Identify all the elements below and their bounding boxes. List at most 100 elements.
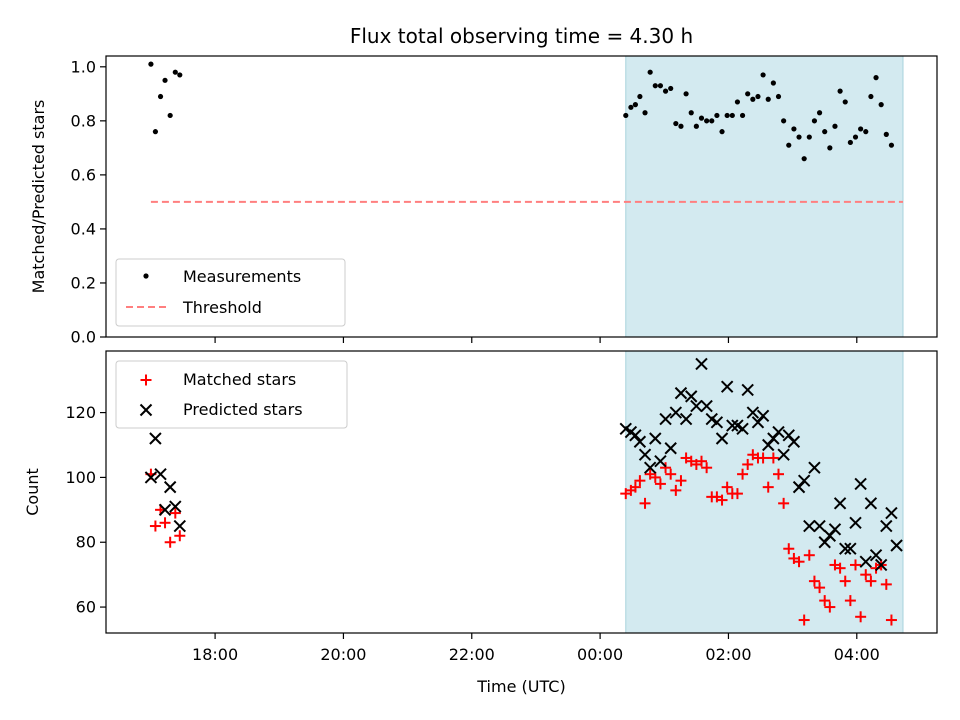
matched-star-point: [665, 468, 677, 480]
matched-star-point: [778, 497, 790, 509]
matched-star-point: [721, 481, 733, 493]
measurement-point: [673, 120, 679, 127]
measurement-point: [883, 131, 889, 137]
matched-star-point: [675, 475, 687, 487]
measurement-point: [765, 96, 771, 102]
measurement-point: [628, 104, 634, 110]
matched-star-point: [654, 478, 666, 490]
predicted-star-point: [654, 454, 667, 468]
predicted-star-point: [158, 503, 172, 517]
measurement-point: [739, 112, 746, 119]
predicted-star-point: [777, 448, 790, 461]
matched-star-point: [649, 471, 661, 483]
measurement-point: [662, 88, 669, 94]
matched-star-point: [731, 488, 743, 500]
matched-star-point: [634, 475, 646, 487]
x-tick-label: 00:00: [577, 645, 623, 664]
matched-star-point: [834, 562, 846, 574]
predicted-star-point: [772, 425, 785, 439]
y-tick-label: 60: [76, 598, 96, 617]
y-tick-label: 80: [76, 533, 96, 552]
measurement-point: [750, 96, 756, 102]
measurement-point: [683, 91, 689, 97]
x-axis-label: Time (UTC): [476, 677, 565, 696]
predicted-star-point: [839, 542, 852, 555]
predicted-star-point: [664, 442, 677, 455]
measurement-point: [888, 142, 895, 148]
predicted-star-point: [669, 406, 683, 419]
measurement-point: [688, 110, 694, 116]
bottom-x-axis-ticks: 18:00 20:00 22:00 00:00 02:00 04:00: [192, 633, 880, 664]
matched-star-point: [762, 481, 774, 493]
matched-star-point: [164, 536, 176, 548]
measurement-point: [745, 91, 751, 97]
measurement-point: [868, 93, 874, 100]
top-legend: Measurements Threshold: [115, 258, 346, 327]
measurement-point: [755, 93, 761, 100]
measurement-point: [847, 139, 853, 146]
matched-star-point: [639, 497, 651, 509]
y-tick-label: 0.2: [71, 273, 96, 292]
predicted-star-point: [649, 432, 662, 445]
measurement-point: [781, 118, 787, 124]
measurement-point: [852, 134, 859, 140]
predicted-star-point: [638, 448, 652, 461]
predicted-star-point: [787, 435, 801, 448]
predicted-star-point: [874, 558, 888, 572]
predicted-star-point: [741, 383, 754, 397]
measurement-point: [816, 110, 823, 116]
measurement-point: [822, 129, 828, 135]
measurement-point: [172, 69, 178, 75]
predicted-star-point: [629, 429, 642, 442]
predicted-star-point: [726, 419, 739, 432]
legend-measurements-marker: [143, 273, 149, 279]
x-tick-label: 18:00: [192, 645, 238, 664]
top-legend-box: [115, 258, 346, 327]
measurement-point: [652, 83, 658, 89]
measurement-point: [668, 85, 674, 92]
measurement-point: [719, 129, 725, 135]
predicted-star-point: [700, 399, 713, 413]
matched-star-point: [824, 601, 836, 613]
predicted-star-point: [849, 516, 862, 530]
matched-star-point: [814, 582, 826, 594]
top-panel: 0.0 0.2 0.4 0.6 0.8 1.0 Matched/Predicted sta…: [29, 55, 938, 347]
predicted-star-point: [797, 474, 811, 487]
bottom-y-axis-ticks: 60 80 100 120: [65, 403, 106, 617]
measurement-point: [177, 72, 183, 78]
top-x-axis-ticks: [214, 337, 858, 343]
measurement-point: [167, 112, 173, 119]
measurement-point: [842, 99, 848, 105]
matched-star-point: [159, 517, 171, 529]
predicted-star-point: [813, 519, 826, 533]
y-tick-label: 1.0: [71, 57, 96, 76]
predicted-star-point: [679, 412, 693, 426]
top-y-axis-ticks: 0.0 0.2 0.4 0.6 0.8 1.0: [71, 57, 106, 347]
predicted-star-point: [643, 461, 657, 474]
predicted-star-point: [674, 386, 688, 400]
predicted-stars-points: [144, 357, 903, 572]
measurement-point: [863, 129, 869, 135]
bottom-panel: 60 80 100 120 18:00 20:00 22:00 00:00 02:00 04:0…: [23, 350, 938, 696]
matched-star-point: [716, 494, 728, 506]
measurement-point: [704, 118, 710, 124]
measurement-points: [148, 61, 895, 162]
predicted-star-point: [715, 432, 729, 445]
x-tick-label: 22:00: [449, 645, 495, 664]
matched-star-point: [855, 611, 867, 623]
legend-threshold-label: Threshold: [182, 298, 262, 317]
y-tick-label: 120: [65, 403, 96, 422]
matched-star-point: [844, 595, 856, 607]
measurement-point: [698, 115, 705, 121]
predicted-star-point: [736, 422, 749, 436]
measurement-point: [873, 75, 879, 81]
top-y-axis-label: Matched/Predicted stars: [29, 100, 48, 294]
predicted-star-point: [833, 497, 847, 510]
x-tick-label: 02:00: [705, 645, 751, 664]
measurement-point: [775, 93, 782, 100]
predicted-star-point: [885, 506, 898, 520]
bottom-legend-box: [115, 360, 348, 429]
matched-star-point: [803, 549, 815, 561]
measurement-point: [637, 93, 643, 100]
legend-predicted-label: Predicted stars: [183, 400, 303, 419]
